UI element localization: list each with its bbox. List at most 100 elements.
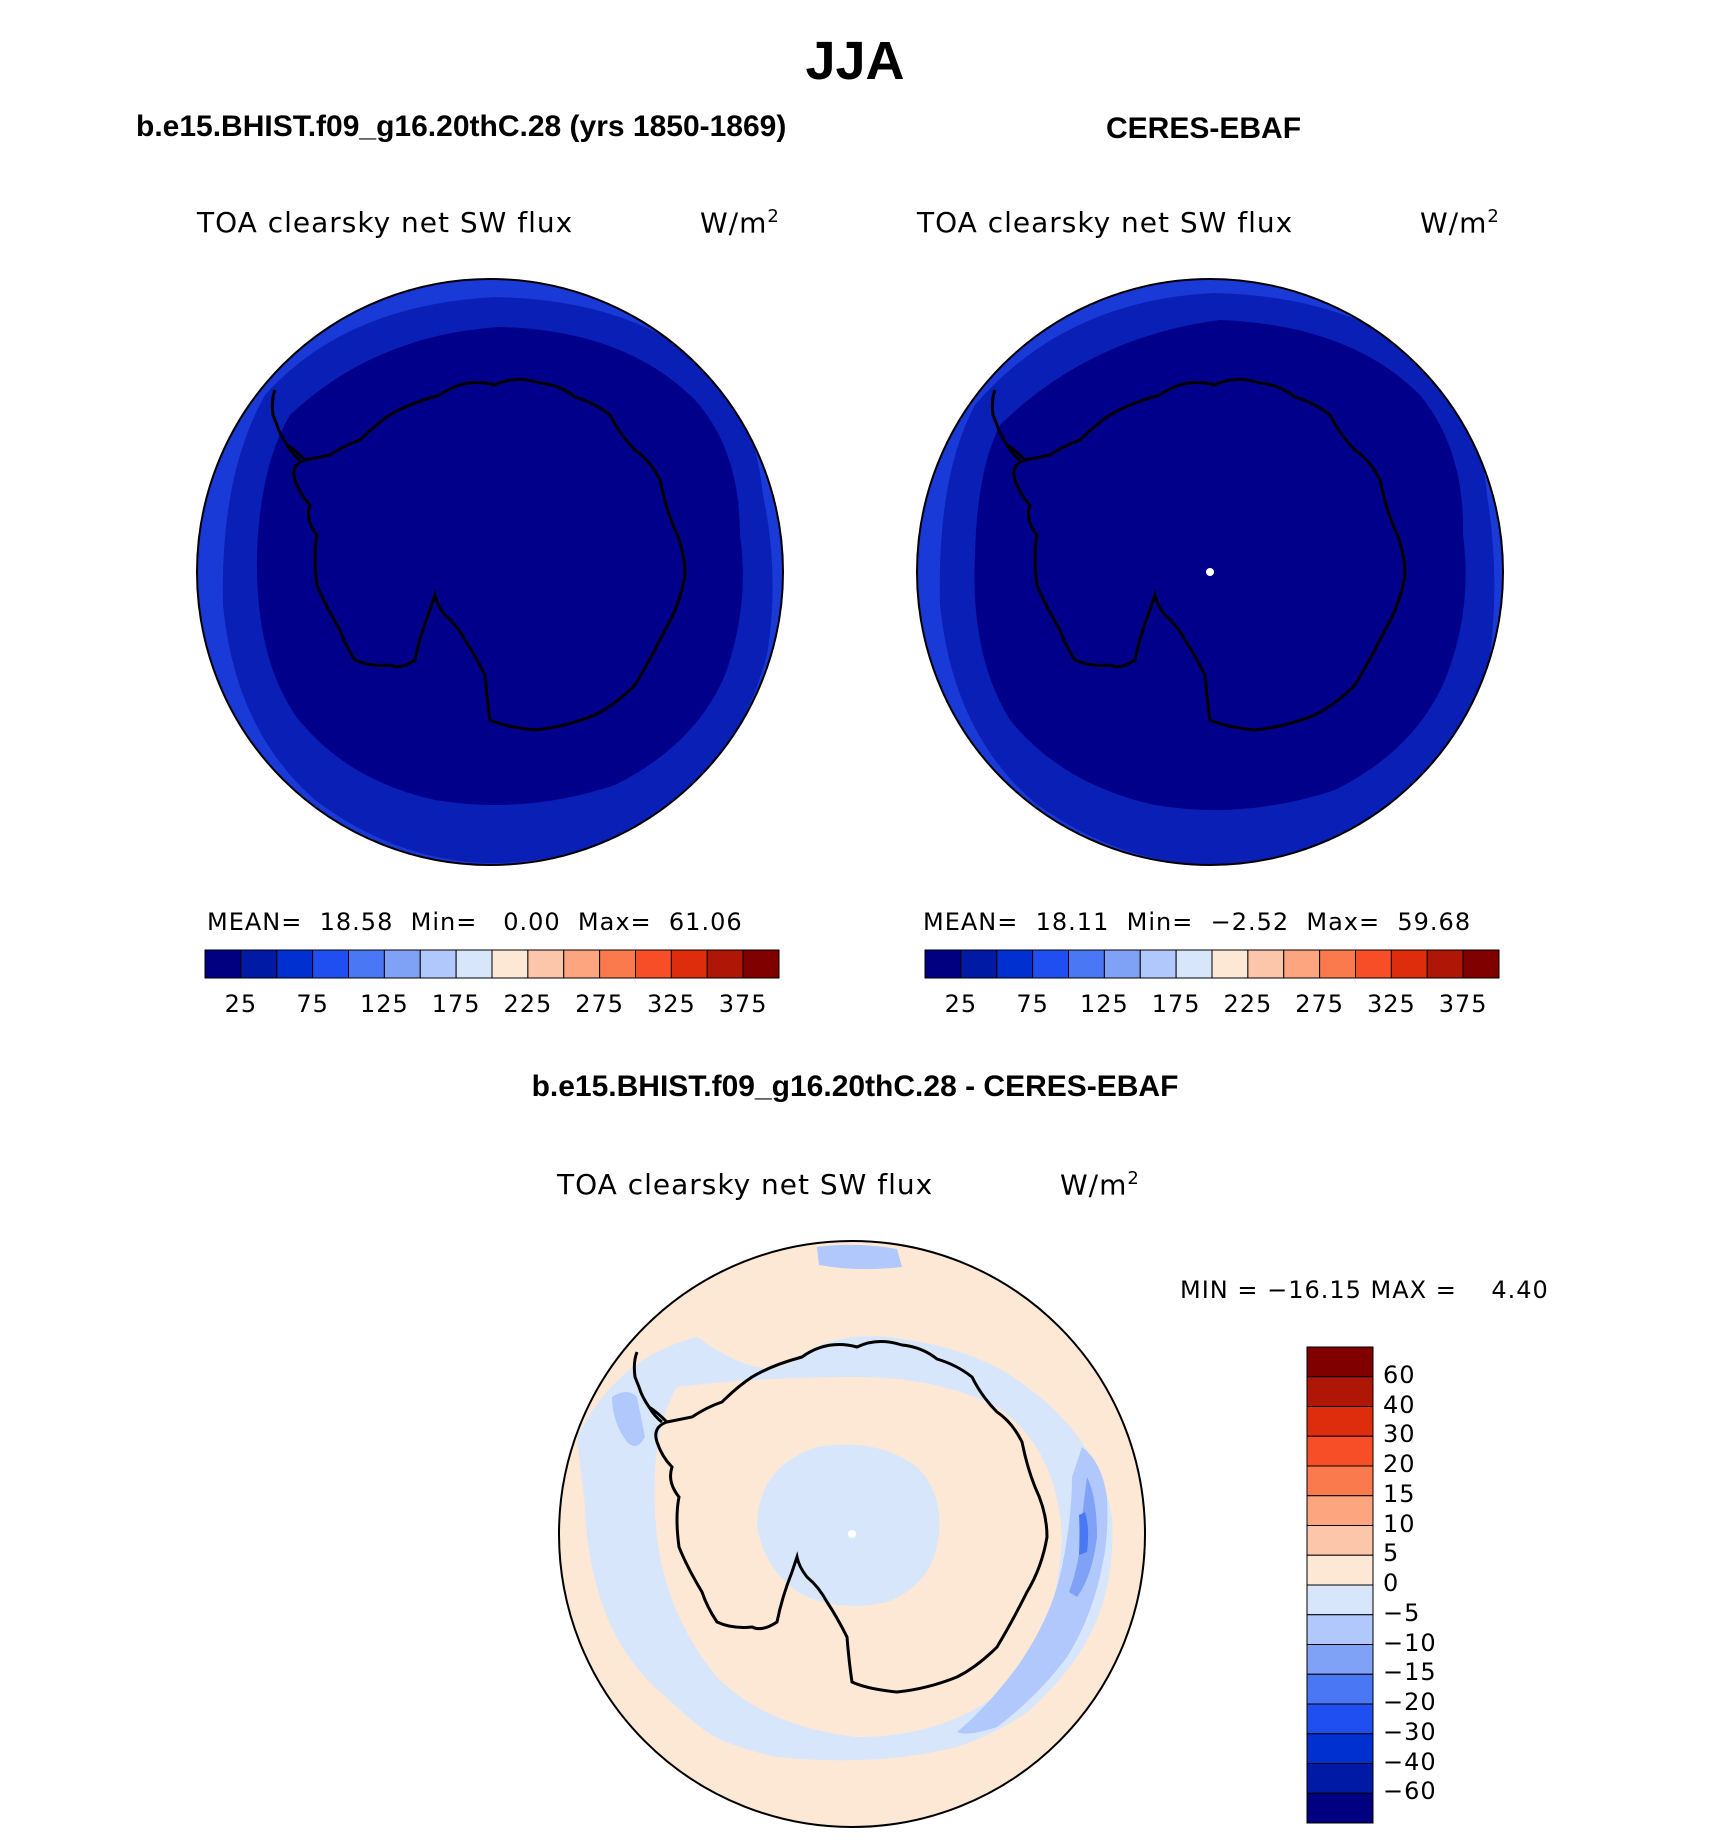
- colorbar-swatch: [1306, 1376, 1374, 1407]
- difference-title: b.e15.BHIST.f09_g16.20thC.28 - CERES-EBA…: [531, 1070, 1179, 1103]
- polar-map-model: [196, 278, 784, 866]
- colorbar-tick-label: 275: [1295, 990, 1345, 1018]
- colorbar-swatch: [1306, 1644, 1374, 1675]
- colorbar-tick-label: −10: [1383, 1628, 1437, 1657]
- diff-negative-lower-band: [607, 1657, 1067, 1791]
- colorbar-swatch: [1139, 949, 1177, 979]
- colorbar-swatch: [960, 949, 998, 979]
- colorbar-swatch: [706, 949, 744, 979]
- diff-polar-cap: [757, 1444, 940, 1606]
- colorbar-swatch: [1306, 1465, 1374, 1497]
- colorbar-swatch: [1462, 949, 1500, 979]
- colorbar-swatch: [924, 949, 962, 979]
- colorbar-tick-label: 5: [1383, 1539, 1400, 1568]
- colorbar-swatch: [1306, 1406, 1374, 1437]
- colorbar-obs: [924, 949, 1500, 979]
- colorbar-tick-label: 325: [646, 990, 696, 1018]
- colorbar-tick-label: −30: [1383, 1717, 1437, 1746]
- antarctica-coastline: [292, 378, 687, 732]
- colorbar-swatch: [1306, 1733, 1374, 1764]
- colorbar-swatch: [419, 949, 457, 979]
- colorbar-swatch: [1306, 1792, 1374, 1824]
- diff-negative-ring: [577, 1336, 1113, 1775]
- colorbar-tick-label: 60: [1383, 1360, 1416, 1389]
- colorbar-swatch: [491, 949, 529, 979]
- peninsula-coastline: [632, 1351, 669, 1424]
- colorbar-swatch: [1283, 949, 1321, 979]
- colorbar-tick-label: −20: [1383, 1688, 1437, 1716]
- colorbar-swatch: [1211, 949, 1249, 979]
- diff-minmax: MIN = −16.15 MAX = 4.40: [1180, 1276, 1549, 1304]
- colorbar-tick-label: −5: [1383, 1598, 1421, 1627]
- colorbar-swatch: [996, 949, 1034, 979]
- colorbar-swatch: [563, 949, 601, 979]
- colorbar-tick-label: −40: [1383, 1747, 1437, 1776]
- colorbar-tick-label: 225: [1223, 990, 1273, 1018]
- polar-map-difference: [558, 1240, 1146, 1828]
- colorbar-tick-label: 275: [575, 990, 625, 1018]
- colorbar-model: [204, 949, 780, 979]
- colorbar-swatch: [312, 949, 349, 979]
- colorbar-tick-label: 175: [431, 990, 481, 1018]
- colorbar-tick-label: 0: [1383, 1569, 1400, 1597]
- peninsula-coastline: [990, 389, 1027, 462]
- colorbar-swatch: [1306, 1435, 1374, 1467]
- units-label-diff: W/m2: [1060, 1168, 1140, 1202]
- map-deep-region: [974, 320, 1466, 810]
- colorbar-swatch: [1247, 949, 1285, 979]
- diff-neg-patch-east: [957, 1447, 1108, 1734]
- colorbar-swatch: [204, 949, 242, 979]
- colorbar-swatch: [1306, 1703, 1374, 1735]
- colorbar-swatch: [1306, 1495, 1374, 1526]
- colorbar-tick-label: 375: [718, 990, 768, 1018]
- peninsula-coastline: [270, 389, 307, 462]
- polar-map-obs: [916, 278, 1504, 866]
- colorbar-swatch: [742, 949, 780, 979]
- colorbar-swatch: [635, 949, 672, 979]
- colorbar-swatch: [1319, 949, 1356, 979]
- colorbar-tick-label: 15: [1383, 1479, 1416, 1508]
- colorbar-tick-label: 325: [1366, 990, 1416, 1018]
- antarctica-coastline: [654, 1340, 1049, 1694]
- colorbar-tick-label: 375: [1438, 990, 1488, 1018]
- stats-model: MEAN= 18.58 Min= 0.00 Max= 61.06: [207, 908, 743, 936]
- panel-title-model: b.e15.BHIST.f09_g16.20thC.28 (yrs 1850-1…: [136, 110, 787, 143]
- colorbar-swatch: [1306, 1525, 1374, 1556]
- colorbar-swatch: [1306, 1584, 1374, 1616]
- colorbar-tick-label: −60: [1383, 1777, 1437, 1806]
- colorbar-swatch: [276, 949, 314, 979]
- colorbar-tick-label: 75: [296, 990, 329, 1018]
- colorbar-swatch: [1426, 949, 1464, 979]
- colorbar-swatch: [1175, 949, 1213, 979]
- colorbar-tick-label: 40: [1383, 1390, 1416, 1419]
- colorbar-swatch: [599, 949, 636, 979]
- colorbar-tick-label: 75: [1016, 990, 1049, 1018]
- colorbar-tick-label: 125: [359, 990, 409, 1018]
- antarctica-coastline: [1012, 378, 1407, 732]
- colorbar-swatch: [1068, 949, 1105, 979]
- stats-obs: MEAN= 18.11 Min= −2.52 Max= 59.68: [923, 908, 1472, 936]
- variable-label-obs: TOA clearsky net SW flux: [917, 206, 1294, 239]
- diff-neg-patch-top: [817, 1244, 902, 1270]
- colorbar-tick-label: 125: [1079, 990, 1129, 1018]
- colorbar-tick-label: 25: [944, 990, 978, 1018]
- colorbar-swatch: [1306, 1673, 1374, 1705]
- colorbar-swatch: [1390, 949, 1428, 979]
- diff-neg-patch-west: [612, 1392, 645, 1446]
- colorbar-swatch: [1306, 1763, 1374, 1794]
- diff-neg-patch-east3: [1079, 1512, 1089, 1555]
- colorbar-swatch: [1032, 949, 1069, 979]
- colorbar-swatch: [1103, 949, 1141, 979]
- pole-marker: [848, 1530, 856, 1538]
- colorbar-tick-label: 20: [1383, 1450, 1416, 1478]
- colorbar-swatch: [527, 949, 565, 979]
- colorbar-swatch: [455, 949, 493, 979]
- colorbar-tick-label: 175: [1151, 990, 1201, 1018]
- colorbar-tick-label: −15: [1383, 1658, 1437, 1687]
- colorbar-swatch: [1306, 1554, 1374, 1586]
- map-deep-region: [256, 327, 743, 805]
- figure-title: JJA: [805, 31, 905, 91]
- colorbar-swatch: [383, 949, 421, 979]
- colorbar-swatch: [240, 949, 278, 979]
- colorbar-swatch: [348, 949, 385, 979]
